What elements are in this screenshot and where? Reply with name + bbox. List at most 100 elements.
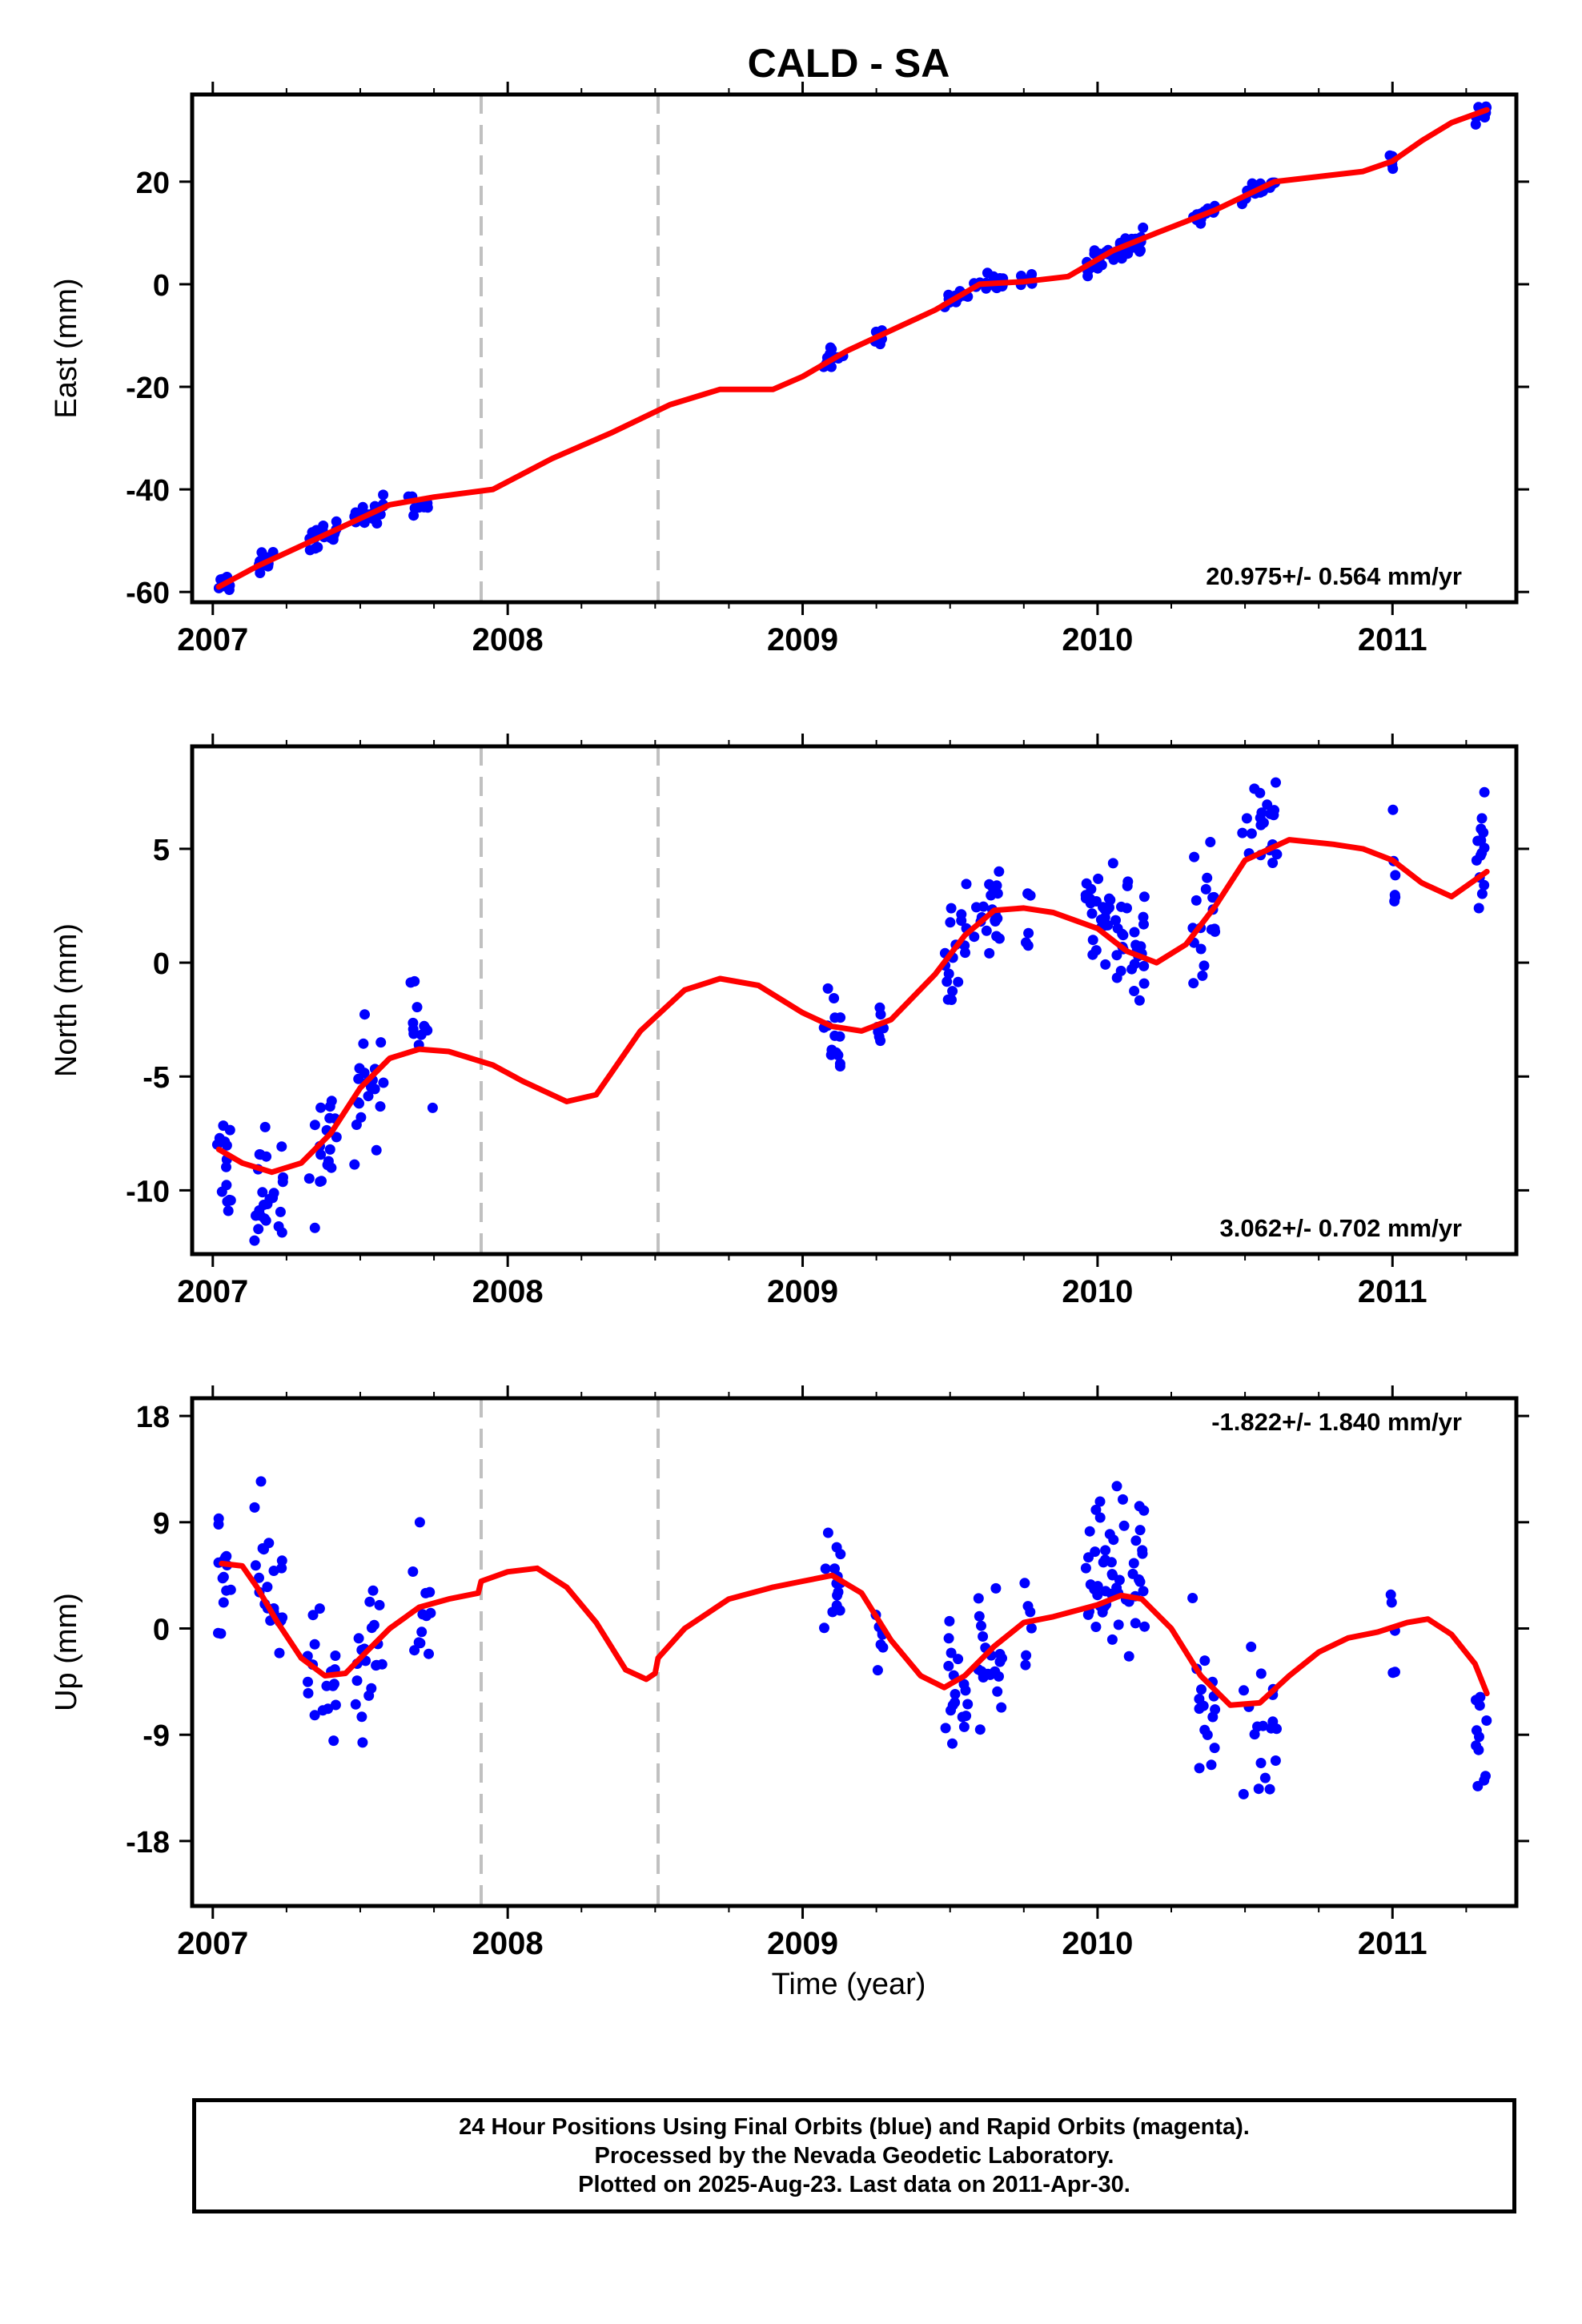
y-tick-label: -5 xyxy=(143,1061,170,1095)
data-point xyxy=(1199,1724,1211,1735)
data-point xyxy=(986,890,997,901)
data-point xyxy=(990,1582,1002,1594)
data-point xyxy=(829,1563,840,1574)
panels: 2007 2008 2009 2010 2011 -60 -40 -20 0 20 East (mm… xyxy=(50,82,1529,1961)
data-point xyxy=(1189,851,1200,862)
data-point xyxy=(1205,837,1216,847)
data-point xyxy=(374,1599,385,1610)
data-point xyxy=(874,339,885,350)
data-point xyxy=(1082,271,1094,282)
data-point xyxy=(1202,872,1213,883)
data-point xyxy=(276,1562,287,1574)
data-point xyxy=(962,1699,974,1710)
data-point xyxy=(1102,919,1114,931)
data-point xyxy=(1386,1597,1397,1608)
panel-up: 2007 2008 2009 2010 2011 -18 -9 0 9 18 Up (mm) -1.8… xyxy=(50,1385,1529,1961)
data-point xyxy=(1390,891,1401,903)
data-point xyxy=(213,1513,224,1524)
data-point xyxy=(250,1560,261,1571)
x-tick-label: 2010 xyxy=(1062,1926,1133,1961)
data-point xyxy=(249,1235,260,1246)
data-point xyxy=(1195,943,1207,955)
data-point xyxy=(1246,1641,1257,1652)
data-point xyxy=(1210,926,1221,937)
data-point xyxy=(326,1162,337,1173)
data-point xyxy=(255,1476,267,1487)
data-point xyxy=(224,1194,235,1205)
data-point xyxy=(1238,1788,1249,1799)
data-point xyxy=(1020,1659,1031,1671)
x-tick-label: 2008 xyxy=(472,1926,544,1961)
data-point xyxy=(309,1222,320,1233)
data-point xyxy=(946,1647,957,1659)
data-point xyxy=(1472,1780,1484,1791)
x-tick-label: 2009 xyxy=(767,622,838,657)
data-point xyxy=(1128,1558,1139,1569)
data-point xyxy=(355,1112,367,1123)
data-point xyxy=(1253,1783,1264,1795)
data-point xyxy=(363,1091,374,1102)
data-point xyxy=(973,1593,984,1604)
data-point xyxy=(1271,777,1281,788)
data-point xyxy=(405,977,416,988)
data-point xyxy=(223,1205,234,1216)
data-point xyxy=(1474,1700,1485,1711)
data-point xyxy=(974,1724,986,1735)
y-tick-label: 0 xyxy=(153,947,170,981)
data-point xyxy=(1135,245,1146,255)
data-point xyxy=(413,1637,424,1648)
y-tick-label: -9 xyxy=(143,1719,170,1753)
data-point xyxy=(331,516,342,527)
data-point xyxy=(834,1605,845,1616)
data-point xyxy=(1094,1496,1106,1507)
data-point xyxy=(1390,1667,1400,1678)
x-axis-title: Time (year) xyxy=(772,1968,926,2001)
plot-frame xyxy=(190,1396,1519,1908)
data-point xyxy=(315,1102,327,1113)
x-tick-label: 2009 xyxy=(767,1274,838,1309)
data-point xyxy=(875,1639,886,1651)
data-point xyxy=(1237,827,1248,838)
data-point xyxy=(1200,883,1211,895)
data-point xyxy=(1479,879,1490,891)
data-point xyxy=(1138,1505,1150,1516)
data-point xyxy=(872,1665,883,1676)
data-point xyxy=(1264,1783,1275,1795)
data-point xyxy=(1100,959,1111,970)
data-point xyxy=(1479,842,1490,854)
plot-area xyxy=(213,94,1492,602)
rate-label: 20.975+/- 0.564 mm/yr xyxy=(1206,562,1462,590)
data-point xyxy=(254,1572,264,1583)
data-point xyxy=(309,1120,320,1131)
rate-label: 3.062+/- 0.702 mm/yr xyxy=(1220,1214,1462,1242)
data-point xyxy=(1267,858,1279,868)
data-point xyxy=(835,1012,846,1023)
data-point xyxy=(420,1023,431,1034)
footer-box: 24 Hour Positions Using Final Orbits (bl… xyxy=(192,2098,1516,2213)
y-tick-label: 0 xyxy=(153,269,170,303)
data-point xyxy=(945,917,956,928)
data-point xyxy=(1134,1525,1146,1536)
x-tick-label: 2009 xyxy=(767,1926,838,1961)
data-point xyxy=(829,1030,841,1041)
y-axis-title: Up (mm) xyxy=(50,1593,83,1711)
data-point xyxy=(375,1101,386,1112)
data-point xyxy=(976,1666,987,1677)
data-point xyxy=(1239,1685,1249,1696)
data-point xyxy=(822,1527,833,1538)
data-point xyxy=(1255,787,1266,798)
data-point xyxy=(1092,1581,1103,1592)
data-point xyxy=(1139,1621,1150,1632)
data-point xyxy=(257,1543,268,1554)
data-point xyxy=(378,1077,389,1088)
x-tick-label: 2008 xyxy=(472,1274,544,1309)
data-point xyxy=(414,1517,425,1528)
data-point xyxy=(1090,1622,1102,1632)
data-point xyxy=(358,1038,369,1049)
plot-area xyxy=(213,1398,1492,1906)
data-point xyxy=(1104,1529,1115,1540)
data-point xyxy=(221,1161,231,1172)
data-point xyxy=(378,489,389,501)
data-point xyxy=(1194,1703,1205,1715)
data-point xyxy=(1199,1655,1211,1667)
